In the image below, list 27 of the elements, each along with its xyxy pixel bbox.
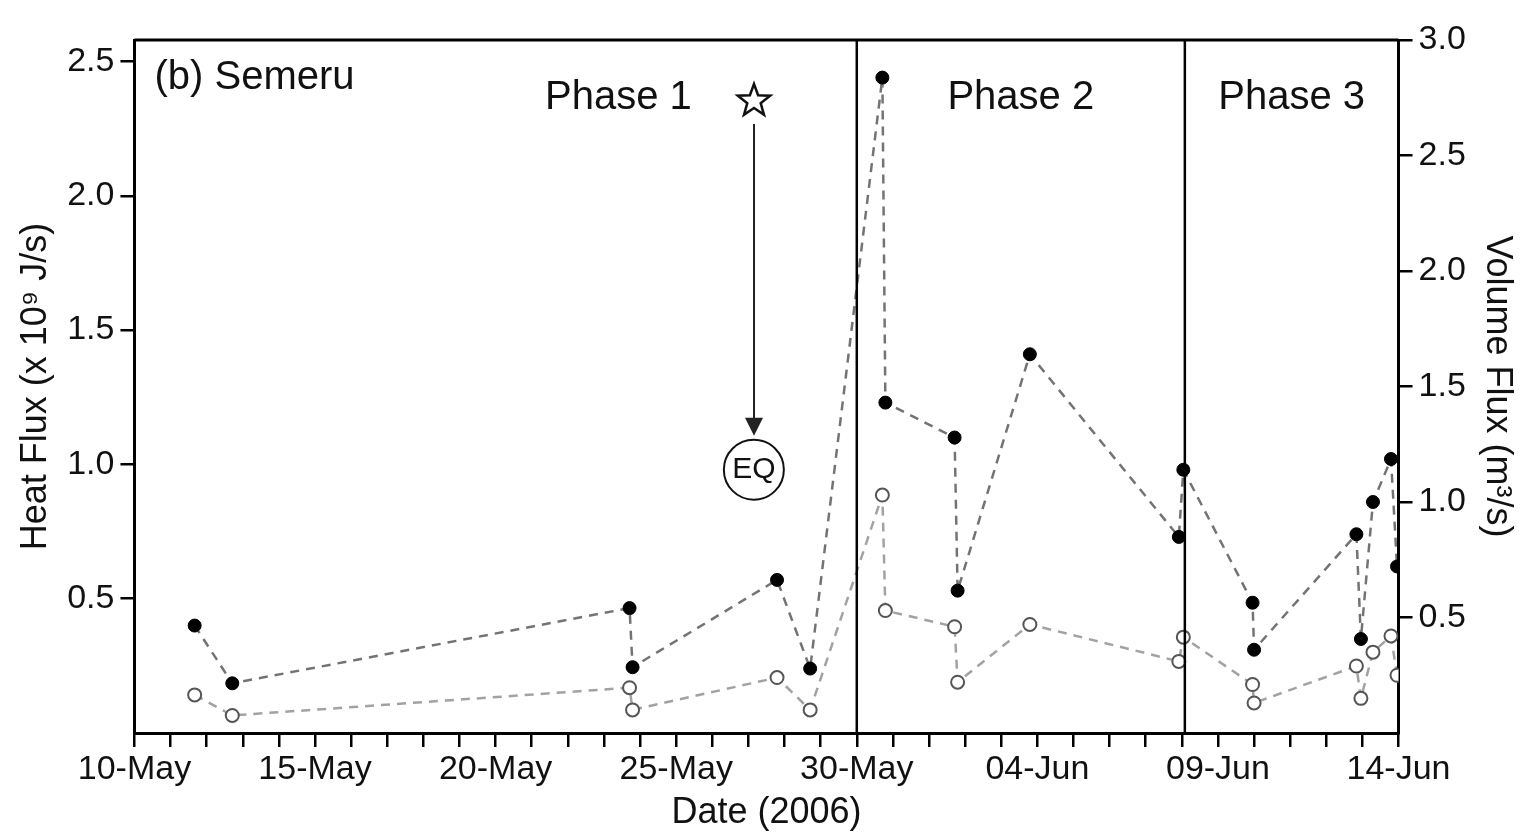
y2-tick-label: 1.0 [1418,480,1466,519]
y2-tick-label: 3.0 [1418,18,1466,57]
x-tick-label: 04-Jun [985,747,1090,786]
y-tick-label: 2.0 [67,174,115,213]
x-tick-label: 20-May [438,747,553,786]
annotation: Phase 2 [947,73,1095,118]
x-tick-label: 25-May [619,747,733,786]
annotation: Phase 3 [1218,73,1366,118]
y2-tick-label: 2.0 [1418,249,1466,288]
y2-tick-label: 2.5 [1418,133,1466,172]
annotation: Phase 1 [545,73,692,118]
x-tick-label: 30-May [800,747,914,786]
y2-tick-label: 1.5 [1418,364,1466,403]
annotation: EQ [732,450,776,484]
x-tick-label: 10-May [77,747,192,786]
x-tick-label: 09-Jun [1165,747,1270,786]
y-tick-label: 1.0 [67,442,115,481]
y2-axis-title: Volume Flux (m³/s) [1479,235,1521,538]
y-tick-label: 1.5 [67,308,115,347]
y2-tick-label: 0.5 [1418,595,1466,634]
x-tick-label: 14-Jun [1346,747,1451,786]
x-tick-label: 15-May [258,747,372,786]
y-axis-title: Heat Flux (x 10⁹ J/s) [12,222,54,551]
chart-title: (b) Semeru [154,53,355,98]
x-axis-title: Date (2006) [671,790,862,832]
y-tick-label: 0.5 [67,577,115,616]
y-tick-label: 2.5 [67,39,115,78]
